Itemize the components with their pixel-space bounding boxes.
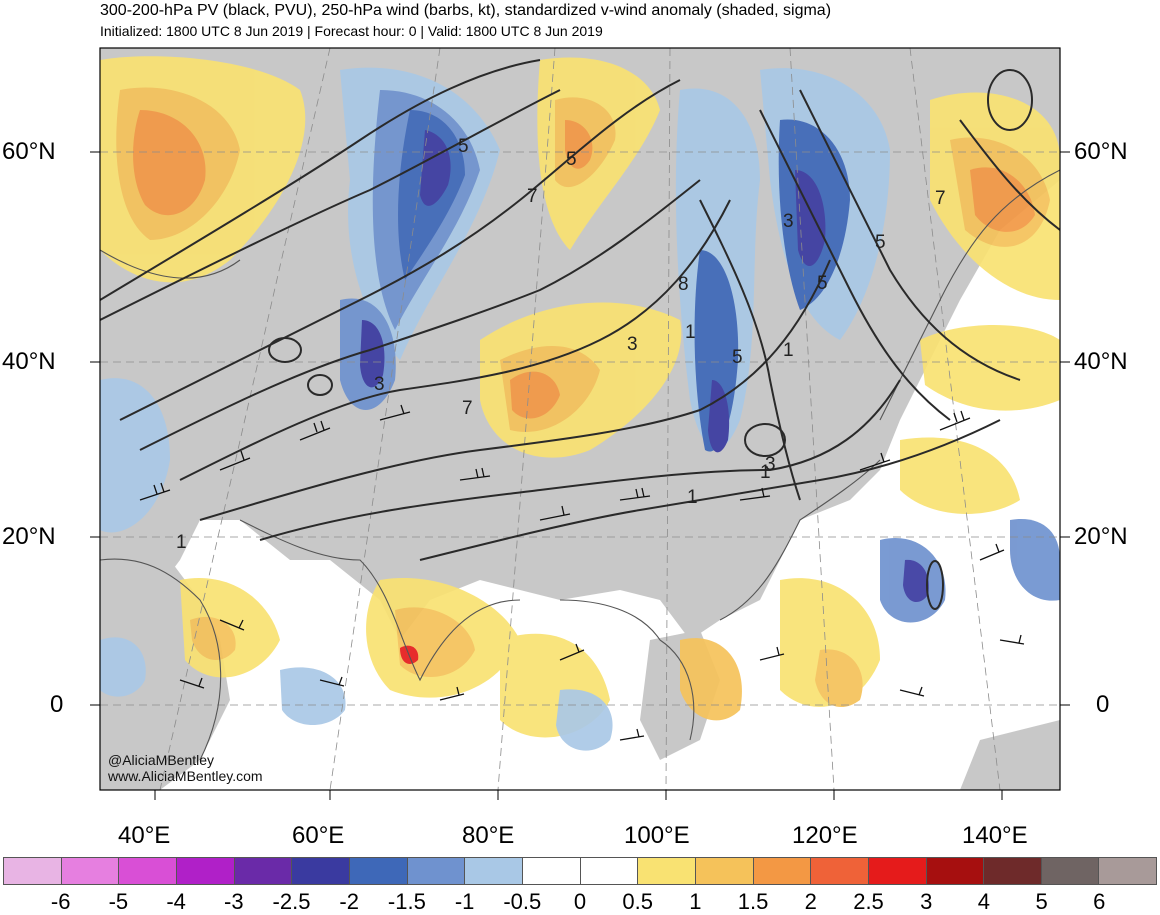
colorbar-tick-label: -2.5 bbox=[272, 889, 311, 914]
credit-handle: @AliciaMBentley bbox=[108, 752, 215, 768]
colorbar-swatch bbox=[349, 857, 408, 885]
colorbar-tick-label: -0.5 bbox=[503, 889, 542, 914]
map-subtitle: Initialized: 1800 UTC 8 Jun 2019 | Forec… bbox=[100, 23, 603, 39]
pv-label: 1 bbox=[176, 532, 187, 553]
negative-anomaly-shading bbox=[100, 67, 1060, 751]
colorbar-swatch bbox=[407, 857, 466, 885]
colorbar-tick-label: 2 bbox=[804, 889, 817, 914]
colorbar-tick-label: 5 bbox=[1035, 889, 1048, 914]
lat-label-60n-right: 60°N bbox=[1074, 138, 1128, 165]
pv-label: 7 bbox=[935, 188, 946, 209]
colorbar-swatch bbox=[234, 857, 293, 885]
lat-label-40n: 40°N bbox=[2, 348, 56, 375]
pv-label: 5 bbox=[817, 273, 828, 294]
map-frame bbox=[99, 47, 1061, 791]
colorbar-swatch bbox=[465, 857, 523, 885]
colorbar-swatch bbox=[926, 857, 985, 885]
colorbar-swatch bbox=[176, 857, 235, 885]
pv-label: 5 bbox=[458, 136, 469, 157]
colorbar-tick-label: 0.5 bbox=[622, 889, 653, 914]
axis-ticks bbox=[90, 151, 1070, 800]
map-field: 5 5 7 3 8 5 1 3 5 1 3 7 1 1 5 1 3 7 bbox=[100, 48, 1060, 790]
colorbar-tick-label: 4 bbox=[977, 889, 991, 914]
colorbar-swatch bbox=[522, 857, 581, 885]
pv-label: 3 bbox=[627, 334, 638, 355]
lat-label-20n-right: 20°N bbox=[1074, 523, 1128, 550]
colorbar-swatch bbox=[1041, 857, 1100, 885]
lat-label-40n-right: 40°N bbox=[1074, 348, 1128, 375]
colorbar-tick-label: 2.5 bbox=[853, 889, 884, 914]
lon-label-100e: 100°E bbox=[624, 822, 690, 849]
colorbar-tick-label: -5 bbox=[108, 889, 129, 914]
colorbar-swatch bbox=[292, 857, 350, 885]
lon-label-60e: 60°E bbox=[292, 822, 345, 849]
map-title: 300-200-hPa PV (black, PVU), 250-hPa win… bbox=[100, 2, 832, 19]
pv-label: 5 bbox=[875, 232, 886, 253]
colorbar-tick-label: -6 bbox=[50, 889, 71, 914]
colorbar-swatch bbox=[984, 857, 1042, 885]
credit-url: www.AliciaMBentley.com bbox=[108, 768, 263, 784]
pv-label: 3 bbox=[765, 454, 776, 475]
colorbar-swatch bbox=[638, 857, 696, 885]
colorbar-tick-label: -4 bbox=[166, 889, 186, 914]
lat-label-20n: 20°N bbox=[2, 523, 56, 550]
pv-label: 1 bbox=[783, 340, 794, 361]
colorbar-swatch bbox=[811, 857, 869, 885]
pv-label: 3 bbox=[783, 211, 794, 232]
pv-label: 5 bbox=[566, 149, 577, 170]
pv-contours bbox=[100, 59, 1060, 610]
colorbar-swatch bbox=[1099, 857, 1158, 885]
pv-label: 1 bbox=[685, 322, 696, 343]
colorbar-tick-label: -2 bbox=[339, 889, 359, 914]
lat-label-0: 0 bbox=[50, 691, 64, 718]
colorbar-labels: -6 -5 -4 -3 -2.5 -2 -1.5 -1 -0.5 0 0.5 1 1.5 2 2.5 3 4 5 6 bbox=[3, 889, 1157, 914]
pv-contour-labels: 5 5 7 3 8 5 1 3 5 1 3 7 1 1 5 1 3 7 bbox=[176, 136, 946, 553]
lon-label-40e: 40°E bbox=[118, 822, 171, 849]
pv-label: 3 bbox=[374, 374, 385, 395]
lat-label-60n: 60°N bbox=[2, 138, 56, 165]
colorbar-tick-label: -1 bbox=[454, 889, 475, 914]
colorbar-swatch bbox=[3, 857, 62, 885]
colorbar-tick-label: 0 bbox=[573, 889, 587, 914]
land-australia-edge bbox=[960, 720, 1060, 790]
colorbar-swatch bbox=[61, 857, 120, 885]
pv-label: 1 bbox=[687, 487, 698, 508]
lon-label-120e: 120°E bbox=[792, 822, 858, 849]
colorbar-swatch bbox=[580, 857, 639, 885]
colorbar-tick-label: -1.5 bbox=[387, 889, 426, 914]
colorbar-tick-label: -3 bbox=[224, 889, 244, 914]
pv-label: 5 bbox=[732, 347, 743, 368]
colorbar-tick-label: 3 bbox=[920, 889, 933, 914]
colorbar bbox=[3, 857, 1158, 885]
lon-label-140e: 140°E bbox=[962, 822, 1028, 849]
colorbar-swatch bbox=[868, 857, 927, 885]
colorbar-swatch bbox=[753, 857, 812, 885]
pv-label: 8 bbox=[678, 274, 689, 295]
pv-label: 7 bbox=[527, 186, 538, 207]
colorbar-tick-label: 6 bbox=[1093, 889, 1106, 914]
colorbar-swatch bbox=[695, 857, 754, 885]
pv-label: 1 bbox=[760, 462, 771, 483]
colorbar-swatch bbox=[119, 857, 177, 885]
lat-label-0-right: 0 bbox=[1096, 691, 1110, 718]
lon-label-80e: 80°E bbox=[462, 822, 515, 849]
pv-label: 7 bbox=[462, 398, 473, 419]
graticule bbox=[100, 48, 1060, 790]
wind-barbs bbox=[139, 404, 1025, 741]
colorbar-tick-label: 1 bbox=[689, 889, 702, 914]
colorbar-tick-label: 1.5 bbox=[737, 889, 769, 914]
